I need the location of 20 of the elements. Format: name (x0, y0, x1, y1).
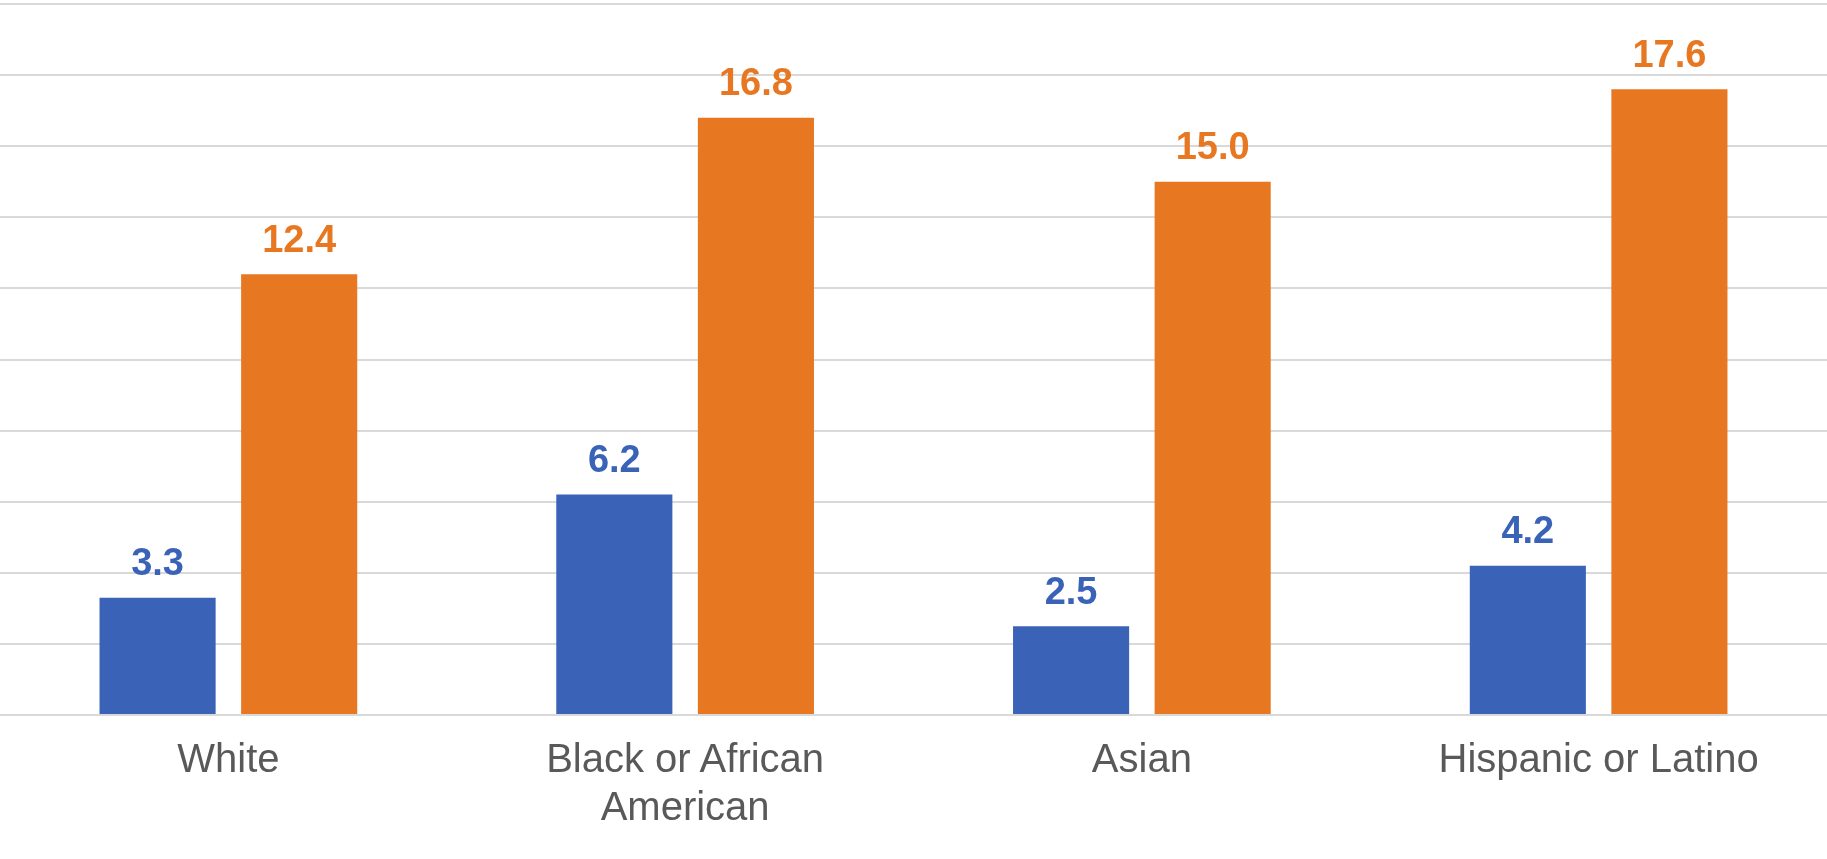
bar (1469, 565, 1586, 714)
data-label: 16.8 (718, 61, 793, 104)
x-tick-label: Asian (1091, 736, 1192, 781)
bar (1611, 89, 1728, 714)
bar (1013, 626, 1130, 714)
data-label: 15.0 (1175, 125, 1250, 168)
bar (241, 274, 358, 714)
x-tick-label: Hispanic or Latino (1438, 736, 1759, 781)
data-label: 12.4 (262, 217, 337, 260)
x-tick-label: Black or African American (546, 736, 825, 829)
data-label: 3.3 (131, 541, 184, 584)
data-label: 17.6 (1632, 32, 1707, 75)
data-label: 2.5 (1044, 569, 1098, 612)
data-label: 4.2 (1501, 509, 1555, 552)
bar (1154, 181, 1271, 714)
bar (697, 117, 814, 714)
bar (99, 597, 216, 714)
data-label: 6.2 (587, 438, 641, 481)
bar (556, 494, 673, 714)
x-tick-label: White (177, 736, 280, 781)
